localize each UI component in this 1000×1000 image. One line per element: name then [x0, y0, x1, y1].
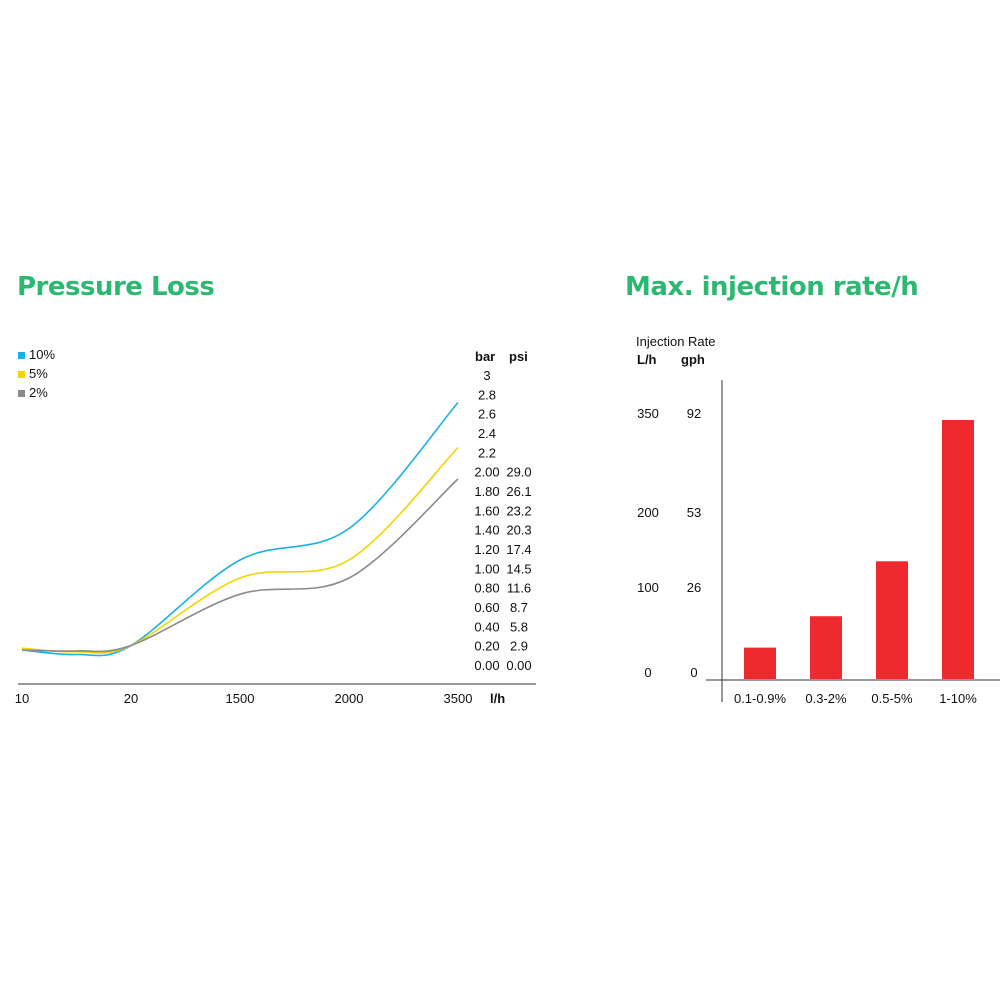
x-unit-label: l/h: [490, 691, 505, 706]
bar-3: [876, 561, 908, 679]
legend-swatch-10: [18, 352, 25, 359]
legend-label-5: 5%: [29, 366, 48, 381]
injection-rate-title: Max. injection rate/h: [625, 272, 919, 302]
psi-scale-label: 2.9: [510, 639, 528, 654]
category-label: 0.5-5%: [871, 691, 913, 706]
legend-label-10: 10%: [29, 347, 55, 362]
gph-scale-label: 92: [687, 406, 701, 421]
lh-scale-label: 0: [644, 665, 651, 680]
bar-scale-label: 2.8: [478, 387, 496, 402]
bar-scale-label: 1.00: [474, 561, 499, 576]
bar-4: [942, 420, 974, 679]
injection-scale: 350 92 200 53 100 26 0 0: [637, 406, 701, 680]
gph-scale-label: 26: [687, 580, 701, 595]
psi-scale-label: 26.1: [506, 484, 531, 499]
pressure-scale: 3 2.8 2.6 2.4 2.2 2.00 29.0 1.80 26.1 1.60 23.2 1.4…: [474, 368, 531, 673]
lh-header: L/h: [637, 352, 657, 367]
bar-scale-label: 0.40: [474, 619, 499, 634]
bar-scale-label: 1.20: [474, 542, 499, 557]
bar-scale-label: 3: [483, 368, 490, 383]
lh-scale-label: 100: [637, 580, 659, 595]
psi-scale-label: 17.4: [506, 542, 531, 557]
bar-scale-label: 2.00: [474, 465, 499, 480]
x-tick-label: 20: [124, 691, 138, 706]
bar-scale-label: 1.40: [474, 523, 499, 538]
psi-scale-label: 5.8: [510, 619, 528, 634]
psi-scale-label: 23.2: [506, 503, 531, 518]
x-tick-label: 10: [15, 691, 29, 706]
psi-scale-label: 11.6: [507, 581, 531, 596]
bar-scale-label: 0.80: [474, 581, 499, 596]
category-label: 0.1-0.9%: [734, 691, 786, 706]
lh-scale-label: 200: [637, 505, 659, 520]
legend: 10% 5% 2%: [18, 347, 55, 400]
gph-scale-label: 0: [690, 665, 697, 680]
psi-scale-label: 14.5: [506, 561, 531, 576]
series-line-5: [21, 446, 459, 654]
x-tick-label: 1500: [226, 691, 255, 706]
injection-bars: [744, 420, 974, 679]
series-line-10: [21, 401, 459, 657]
bar-header: bar: [475, 349, 495, 364]
psi-header: psi: [509, 349, 528, 364]
bar-scale-label: 1.80: [474, 484, 499, 499]
x-axis-ticks: 10 20 1500 2000 3500: [15, 691, 473, 706]
series-lines: [21, 401, 459, 657]
bar-scale-label: 2.2: [478, 445, 496, 460]
x-tick-label: 2000: [335, 691, 364, 706]
pressure-loss-chart: 10% 5% 2% bar psi 3 2.8 2.6 2.4 2.2 2.00 29.0 1…: [15, 347, 536, 706]
legend-swatch-2: [18, 390, 25, 397]
psi-scale-label: 29.0: [506, 465, 531, 480]
series-line-2: [21, 478, 459, 653]
x-tick-label: 3500: [444, 691, 473, 706]
bar-scale-label: 0.20: [474, 639, 499, 654]
psi-scale-label: 8.7: [510, 600, 528, 615]
gph-header: gph: [681, 352, 705, 367]
gph-scale-label: 53: [687, 505, 701, 520]
bar-scale-label: 0.00: [474, 658, 499, 673]
category-labels: 0.1-0.9% 0.3-2% 0.5-5% 1-10%: [734, 691, 977, 706]
injection-axis-title: Injection Rate: [636, 334, 716, 349]
psi-scale-label: 20.3: [506, 523, 531, 538]
bar-scale-label: 0.60: [474, 600, 499, 615]
category-label: 1-10%: [939, 691, 977, 706]
psi-scale-label: 0.00: [506, 658, 531, 673]
bar-scale-label: 2.6: [478, 407, 496, 422]
injection-rate-chart: Injection Rate L/h gph 350 92 200 53 100 26 0 0…: [636, 334, 1000, 706]
legend-swatch-5: [18, 371, 25, 378]
bar-scale-label: 1.60: [474, 503, 499, 518]
pressure-loss-title: Pressure Loss: [17, 272, 215, 302]
bar-2: [810, 616, 842, 679]
lh-scale-label: 350: [637, 406, 659, 421]
category-label: 0.3-2%: [805, 691, 847, 706]
legend-label-2: 2%: [29, 385, 48, 400]
bar-scale-label: 2.4: [478, 426, 496, 441]
bar-1: [744, 647, 776, 679]
